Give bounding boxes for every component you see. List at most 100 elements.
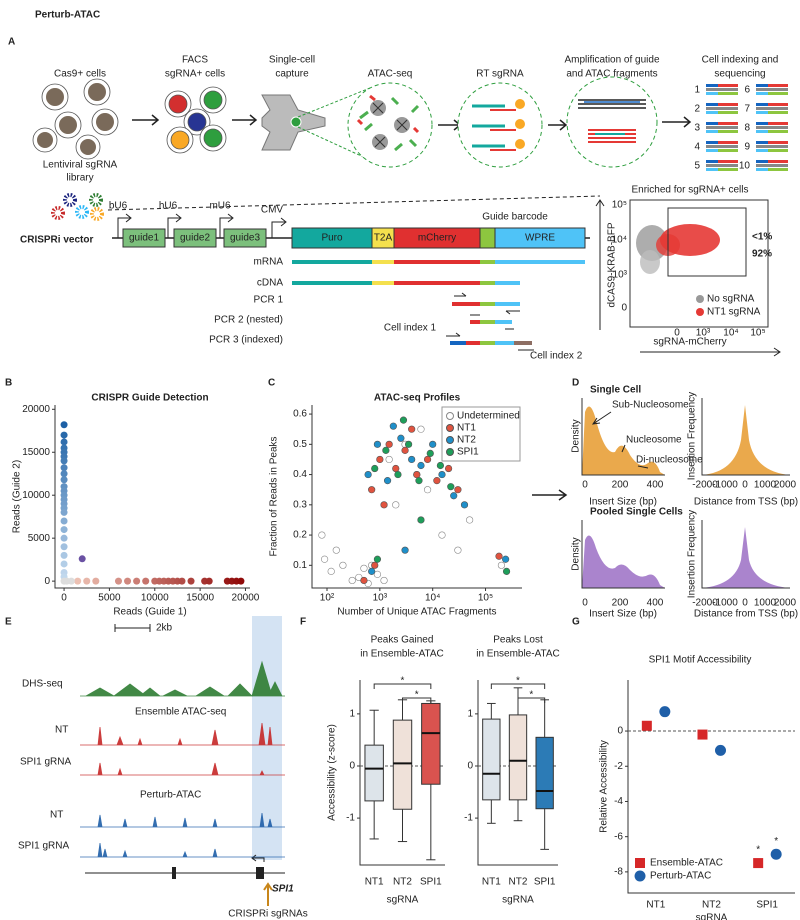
tick-label: 200 [612, 480, 629, 491]
point [360, 564, 368, 572]
y-tick-label: 0 [349, 761, 355, 772]
y-tick-label: 0.4 [293, 469, 307, 480]
point [450, 492, 458, 500]
legend-marker [634, 870, 646, 882]
point [83, 577, 91, 585]
point [205, 577, 213, 585]
x-tick-label: 10⁴ [425, 593, 440, 604]
atac-circle [347, 82, 433, 168]
point [770, 848, 782, 860]
barcode [718, 88, 738, 91]
panel-letter: E [5, 617, 12, 628]
tick-label: 0 [742, 598, 748, 609]
product-label: mRNA [254, 257, 284, 268]
facs-xtick: 0 [674, 328, 680, 339]
barcode [718, 145, 738, 148]
step-label: FACS [182, 55, 208, 66]
facs-xtick: 10⁴ [723, 328, 738, 339]
barcode [718, 149, 738, 152]
barcode [706, 145, 718, 148]
point [67, 577, 75, 585]
x-tick-label: SPI1 [534, 877, 556, 888]
d-title: Pooled Single Cells [590, 507, 683, 518]
track-label: Perturb-ATAC [140, 790, 201, 801]
y-tick-label: 1 [467, 709, 473, 720]
point [392, 464, 400, 473]
tick-label: -1000 [712, 480, 738, 491]
point [60, 526, 68, 534]
point [399, 416, 408, 424]
product-label: PCR 1 [254, 295, 284, 306]
step-label: Cell indexing and [702, 55, 779, 66]
panel-letter: D [572, 378, 579, 389]
zoom-line [107, 195, 601, 211]
step-label: sequencing [714, 69, 765, 80]
barcode [768, 149, 788, 152]
chart-title: in Ensemble-ATAC [476, 649, 560, 660]
barcode [706, 126, 718, 129]
point [373, 440, 382, 448]
promoter: bU6 [109, 201, 128, 212]
tick-label: 400 [647, 480, 664, 491]
y-tick-label: 0.1 [293, 560, 307, 571]
axis [311, 405, 522, 589]
point [380, 576, 388, 585]
x-tick-label: NT2 [393, 877, 412, 888]
point [142, 577, 150, 585]
point [133, 577, 141, 585]
point [408, 455, 416, 464]
box [508, 714, 528, 801]
facs-ytick: 0 [621, 303, 627, 314]
point [60, 560, 68, 568]
y-tick-label: 0 [617, 726, 623, 737]
point [371, 561, 379, 569]
tick-label: 1000 [754, 480, 777, 491]
annotation: Nucleosome [626, 435, 682, 446]
y-tick-label: 0.3 [293, 499, 307, 510]
significance-bracket [490, 683, 546, 689]
y-axis-label: Reads (Guide 2) [12, 460, 23, 533]
barcode [756, 149, 768, 152]
point [60, 508, 68, 516]
barcode [768, 103, 788, 106]
x-axis-label: sgRNA [502, 895, 534, 906]
barcode [706, 130, 718, 133]
product-label: PCR 2 (nested) [214, 315, 283, 326]
barcode [706, 84, 718, 87]
arrows [132, 114, 692, 131]
cell-index: Cell index 1 [384, 323, 437, 334]
barcode [718, 84, 738, 87]
y-tick-label: 0.2 [293, 530, 307, 541]
point [426, 449, 434, 457]
y-tick-label: -1 [464, 813, 473, 824]
facs-cells [164, 86, 227, 154]
legend-marker [446, 448, 454, 456]
y-tick-label: 15000 [22, 447, 50, 458]
y-axis-label: Accessibility (z-score) [327, 724, 338, 821]
index-label: 9 [744, 142, 750, 153]
products [292, 260, 585, 351]
point [438, 470, 446, 479]
x-axis-label: Reads (Guide 1) [113, 607, 186, 618]
barcode [756, 145, 768, 148]
x-tick-label: 15000 [186, 593, 214, 604]
panel-letter: F [300, 617, 306, 628]
point [433, 477, 441, 485]
point [417, 516, 425, 524]
axis-label: Insertion Frequency [687, 510, 698, 598]
barcode [706, 111, 718, 114]
x-tick-label: NT1 [646, 900, 665, 911]
y-tick-label: 1 [349, 709, 355, 720]
tick-label: 0 [582, 598, 588, 609]
legend-marker [446, 436, 454, 444]
point [376, 455, 384, 464]
barcode [768, 84, 788, 87]
barcode [756, 122, 768, 125]
tick-label: -2000 [692, 480, 718, 491]
tick-label: 400 [647, 598, 664, 609]
guide-label: guide2 [180, 233, 210, 244]
x-tick-label: SPI1 [756, 900, 778, 911]
barcode [718, 111, 738, 114]
barcode [768, 141, 788, 144]
axis-label: Insertion Frequency [687, 392, 698, 480]
